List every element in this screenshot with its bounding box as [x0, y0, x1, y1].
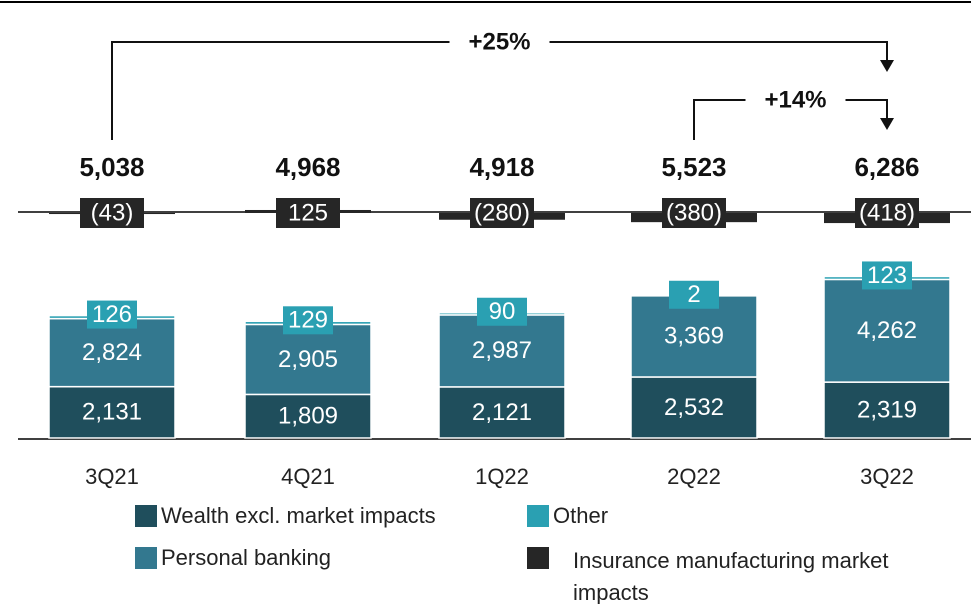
- x-tick-label: 3Q22: [860, 464, 914, 489]
- label-bg: [477, 297, 527, 326]
- legend-label: Personal banking: [161, 545, 331, 570]
- legend-label: Wealth excl. market impacts: [161, 503, 436, 528]
- value-label: 129: [288, 307, 328, 334]
- value-label: 2,319: [857, 396, 917, 423]
- value-label: (280): [474, 199, 530, 226]
- x-tick-label: 2Q22: [667, 464, 721, 489]
- value-label: 126: [92, 301, 132, 328]
- annotation: +25%: [468, 28, 530, 55]
- label-bg: [862, 261, 912, 290]
- legend-swatch: [527, 547, 549, 569]
- label-bg: [662, 198, 726, 228]
- value-label: 2,532: [664, 394, 724, 421]
- x-tick-label: 1Q22: [475, 464, 529, 489]
- value-label: 2,131: [82, 399, 142, 426]
- label-bg: [669, 280, 719, 309]
- value-label: 2,987: [472, 337, 532, 364]
- bar-segment: [823, 278, 951, 383]
- bar-segment: [630, 376, 758, 439]
- legend-swatch: [135, 505, 157, 527]
- label-bg: [470, 198, 534, 228]
- bar-segment: [438, 386, 566, 439]
- bar-segment: [630, 295, 758, 378]
- x-tick-label: 3Q21: [85, 464, 139, 489]
- label-bg: [283, 306, 333, 335]
- x-tick-label: 4Q21: [281, 464, 335, 489]
- bar-segment: [823, 381, 951, 439]
- label-bg: [449, 28, 550, 56]
- total-label: 5,038: [79, 152, 144, 182]
- value-label: 3,369: [664, 323, 724, 350]
- legend-label: Insurance manufacturing market impacts: [573, 548, 889, 604]
- label-bg: [745, 86, 846, 114]
- total-label: 5,523: [661, 152, 726, 182]
- bar-segment: [244, 393, 372, 439]
- bar-segment: [438, 314, 566, 388]
- value-label: (380): [666, 199, 722, 226]
- value-label: 125: [288, 199, 328, 226]
- legend-swatch: [135, 547, 157, 569]
- value-label: (43): [91, 199, 134, 226]
- legend-swatch: [527, 505, 549, 527]
- label-bg: [87, 300, 137, 329]
- legend-label: Other: [553, 503, 608, 528]
- value-label: 1,809: [278, 403, 338, 430]
- annotation: +14%: [764, 86, 826, 113]
- total-label: 4,918: [469, 152, 534, 182]
- value-label: 90: [489, 298, 516, 325]
- arrow-head: [880, 118, 894, 130]
- total-label: 4,968: [275, 152, 340, 182]
- value-label: 2: [687, 281, 700, 308]
- arrow-head: [880, 60, 894, 72]
- value-label: 4,262: [857, 317, 917, 344]
- total-label: 6,286: [854, 152, 919, 182]
- value-label: (418): [859, 199, 915, 226]
- value-label: 2,905: [278, 346, 338, 373]
- value-label: 2,121: [472, 399, 532, 426]
- bar-segment: [244, 323, 372, 396]
- value-label: 2,824: [82, 339, 142, 366]
- label-bg: [276, 198, 340, 228]
- label-bg: [855, 198, 919, 228]
- label-bg: [80, 198, 144, 228]
- bar-segment: [48, 385, 176, 439]
- value-label: 123: [867, 262, 907, 289]
